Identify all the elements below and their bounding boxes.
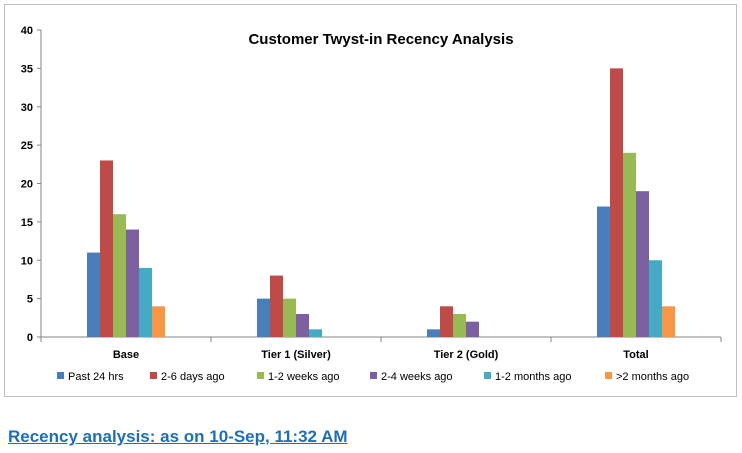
legend-label: 1-2 weeks ago <box>268 371 340 383</box>
x-category-label: Tier 1 (Silver) <box>261 349 331 361</box>
legend-label: 2-4 weeks ago <box>381 371 453 383</box>
legend-label: 2-6 days ago <box>161 371 225 383</box>
x-category-label: Total <box>623 349 648 361</box>
bar-chart: Customer Twyst-in Recency Analysis 0 5 10 15… <box>21 25 722 383</box>
bar <box>257 298 270 337</box>
bar <box>662 306 675 337</box>
recency-analysis-link[interactable]: Recency analysis: as on 10-Sep, 11:32 AM <box>8 427 348 446</box>
y-tick-label: 35 <box>21 63 33 75</box>
bar <box>427 329 440 337</box>
bar <box>610 68 623 337</box>
bar <box>283 298 296 337</box>
legend-swatch <box>150 372 157 379</box>
legend-swatch <box>57 372 64 379</box>
legend-label: 1-2 months ago <box>495 371 571 383</box>
y-tick-label: 0 <box>27 332 33 344</box>
y-tick-label: 5 <box>27 294 33 306</box>
chart-title: Customer Twyst-in Recency Analysis <box>248 31 513 48</box>
legend-label: >2 months ago <box>616 371 689 383</box>
bar <box>649 260 662 337</box>
bar <box>139 267 152 337</box>
y-tick-label: 15 <box>21 217 33 229</box>
y-tick-label: 40 <box>21 25 33 37</box>
y-tick-label: 10 <box>21 255 33 267</box>
bar <box>453 313 466 337</box>
bar <box>270 275 283 337</box>
legend-label: Past 24 hrs <box>68 371 124 383</box>
bar <box>296 313 309 337</box>
bar <box>597 206 610 337</box>
bar <box>113 214 126 337</box>
chart-frame: Customer Twyst-in Recency Analysis 0 5 10 15… <box>4 4 737 397</box>
y-tick-label: 30 <box>21 102 33 114</box>
bar <box>309 329 322 337</box>
x-category-label: Tier 2 (Gold) <box>434 349 499 361</box>
bar <box>152 306 165 337</box>
bar <box>87 252 100 337</box>
y-tick-label: 25 <box>21 140 33 152</box>
bar <box>636 191 649 337</box>
bar <box>440 306 453 337</box>
bar <box>623 152 636 337</box>
bar <box>100 160 113 337</box>
legend-swatch <box>257 372 264 379</box>
bar <box>126 229 139 337</box>
bar <box>466 321 479 337</box>
x-category-label: Base <box>113 349 139 361</box>
legend-swatch <box>370 372 377 379</box>
legend-swatch <box>605 372 612 379</box>
y-tick-label: 20 <box>21 179 33 191</box>
legend-swatch <box>484 372 491 379</box>
